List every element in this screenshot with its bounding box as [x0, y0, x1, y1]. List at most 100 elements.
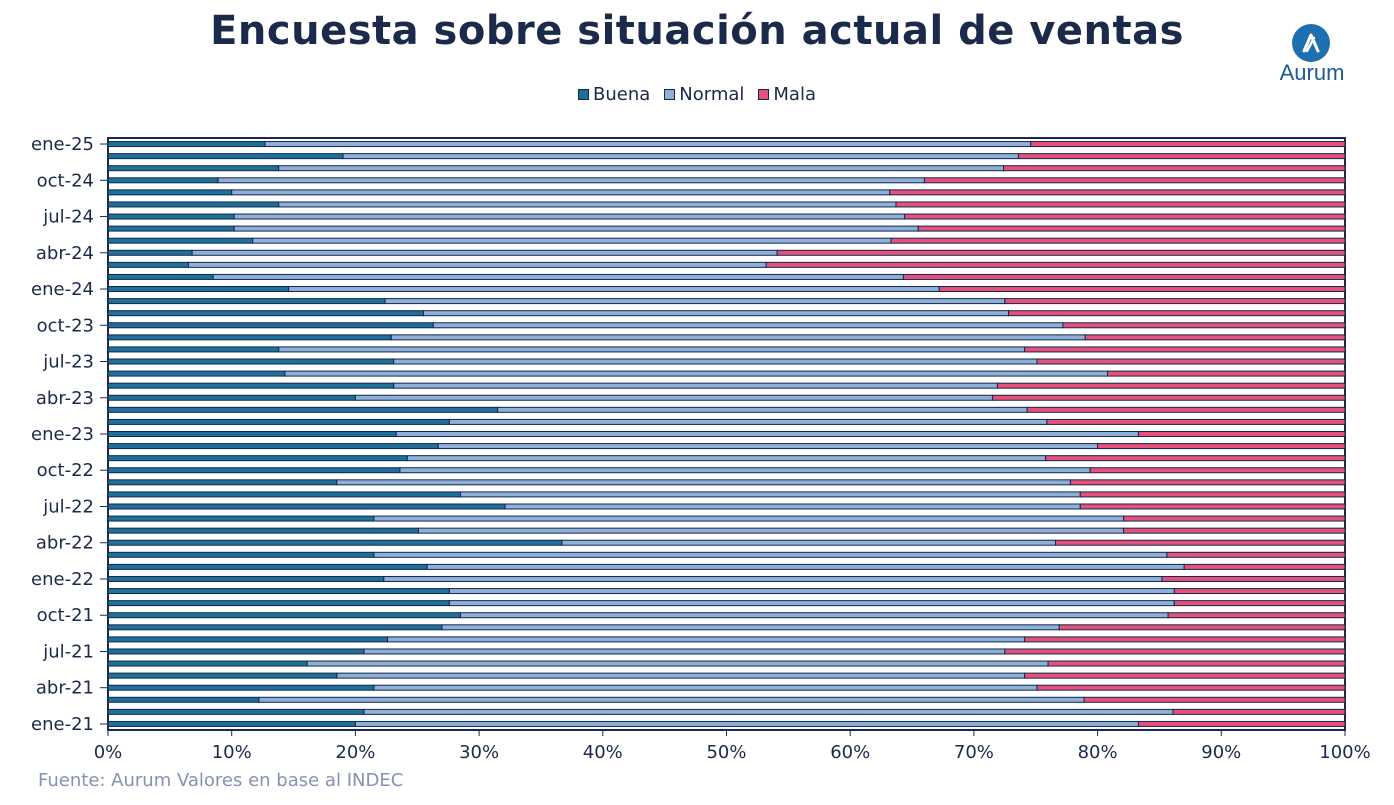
bar-mala-ago-23	[1024, 346, 1346, 353]
bar-mala-sep-23	[1084, 334, 1346, 341]
bar-buena-may-23	[107, 382, 395, 389]
bar-normal-abr-24	[191, 249, 778, 256]
bar-buena-jun-22	[107, 515, 375, 522]
bar-normal-feb-24	[212, 273, 904, 280]
bar-buena-ago-21	[107, 636, 389, 643]
bar-buena-dic-21	[107, 588, 450, 595]
bar-buena-ago-24	[107, 201, 280, 208]
bar-normal-jul-21	[363, 648, 1006, 655]
bar-buena-dic-22	[107, 443, 439, 450]
bar-normal-sep-23	[390, 334, 1086, 341]
bar-normal-nov-22	[406, 455, 1047, 462]
bar-buena-ene-21	[107, 720, 356, 727]
bar-normal-sep-24	[231, 189, 891, 196]
bar-mala-ene-23	[1137, 431, 1346, 437]
bar-normal-sep-22	[336, 479, 1071, 486]
bar-buena-nov-21	[107, 600, 450, 607]
bar-normal-ago-24	[278, 201, 897, 208]
y-tick-label: oct-24	[37, 170, 94, 191]
bar-mala-feb-21	[1172, 708, 1346, 715]
logo-icon	[1292, 24, 1330, 62]
bar-buena-oct-21	[107, 612, 462, 619]
bar-normal-sep-21	[441, 624, 1060, 631]
y-tick-label: jul-23	[42, 352, 94, 373]
bar-normal-feb-21	[363, 708, 1174, 715]
aurum-logo: Aurum	[1262, 24, 1362, 88]
y-tick-label: ene-24	[31, 279, 94, 300]
y-tick-label: oct-23	[37, 315, 94, 336]
bar-normal-mar-23	[497, 406, 1028, 413]
y-tick-label: ene-25	[31, 134, 94, 155]
bar-normal-may-24	[252, 237, 892, 244]
bar-normal-jul-22	[504, 503, 1081, 510]
bar-mala-feb-24	[902, 273, 1346, 280]
bar-normal-dic-22	[437, 443, 1099, 450]
bar-mala-jun-24	[917, 225, 1346, 232]
bar-mala-abr-23	[991, 394, 1346, 401]
bar-normal-ene-23	[395, 431, 1139, 437]
bar-mala-mar-22	[1166, 551, 1346, 558]
bar-buena-abr-22	[107, 539, 563, 546]
bar-mala-sep-22	[1069, 479, 1346, 486]
bar-buena-jul-22	[107, 503, 506, 510]
bar-mala-abr-22	[1055, 539, 1346, 546]
bar-mala-nov-24	[1003, 165, 1346, 172]
bar-mala-ene-25	[1030, 141, 1346, 148]
bar-normal-abr-22	[561, 539, 1057, 546]
bar-normal-mar-24	[187, 261, 767, 268]
bar-buena-abr-21	[107, 684, 375, 691]
bar-mala-abr-21	[1036, 684, 1346, 691]
y-tick-label: abr-23	[36, 388, 94, 409]
bar-normal-nov-21	[448, 600, 1175, 607]
bar-mala-feb-23	[1046, 418, 1346, 425]
bar-normal-abr-21	[373, 684, 1038, 691]
bar-buena-ene-25	[107, 141, 266, 148]
bar-mala-dic-24	[1017, 153, 1346, 160]
bar-buena-sep-23	[107, 334, 392, 341]
bar-normal-may-21	[336, 672, 1026, 679]
bar-normal-ago-22	[460, 491, 1081, 498]
bar-mala-may-21	[1024, 672, 1346, 679]
bar-buena-jun-23	[107, 370, 286, 377]
x-tick-label: 30%	[459, 742, 499, 763]
bar-buena-may-22	[107, 527, 419, 534]
bar-mala-mar-21	[1083, 696, 1346, 703]
bar-buena-feb-23	[107, 418, 450, 425]
bar-mala-jul-22	[1079, 503, 1346, 510]
legend-item-mala: Mala	[758, 84, 816, 105]
bar-buena-mar-23	[107, 406, 499, 413]
chart-title: Encuesta sobre situación actual de venta…	[210, 8, 1184, 54]
source-note: Fuente: Aurum Valores en base al INDEC	[38, 770, 404, 791]
x-tick-label: 20%	[335, 742, 375, 763]
bar-buena-jul-21	[107, 648, 365, 655]
bar-normal-nov-24	[278, 165, 1005, 172]
bar-buena-ene-24	[107, 286, 290, 293]
y-tick-label: ene-21	[31, 714, 94, 735]
x-tick-label: 40%	[583, 742, 623, 763]
y-tick-label: ene-23	[31, 424, 94, 445]
legend-swatch-mala	[758, 89, 770, 100]
bar-mala-mar-24	[765, 261, 1346, 268]
y-tick-label: abr-24	[36, 243, 94, 264]
bar-buena-jun-24	[107, 225, 235, 232]
bar-mala-nov-23	[1008, 310, 1346, 317]
bar-buena-nov-23	[107, 310, 424, 317]
bar-normal-oct-21	[460, 612, 1169, 619]
bar-normal-jun-22	[373, 515, 1125, 522]
bar-normal-dic-23	[384, 298, 1006, 305]
bar-normal-jun-23	[284, 370, 1108, 377]
bar-mala-may-22	[1123, 527, 1346, 534]
bar-mala-jun-23	[1107, 370, 1346, 377]
y-tick-label: jul-21	[42, 641, 94, 662]
bar-mala-oct-21	[1167, 612, 1346, 619]
bar-buena-dic-24	[107, 153, 344, 160]
bar-buena-jul-23	[107, 358, 395, 365]
bar-buena-feb-22	[107, 563, 428, 570]
bar-normal-ago-23	[278, 346, 1026, 353]
bar-mala-ene-24	[938, 286, 1346, 293]
bar-normal-ene-22	[383, 575, 1163, 582]
bar-normal-jun-21	[306, 660, 1049, 667]
bar-mala-ago-24	[895, 201, 1346, 208]
bar-buena-ago-22	[107, 491, 462, 498]
